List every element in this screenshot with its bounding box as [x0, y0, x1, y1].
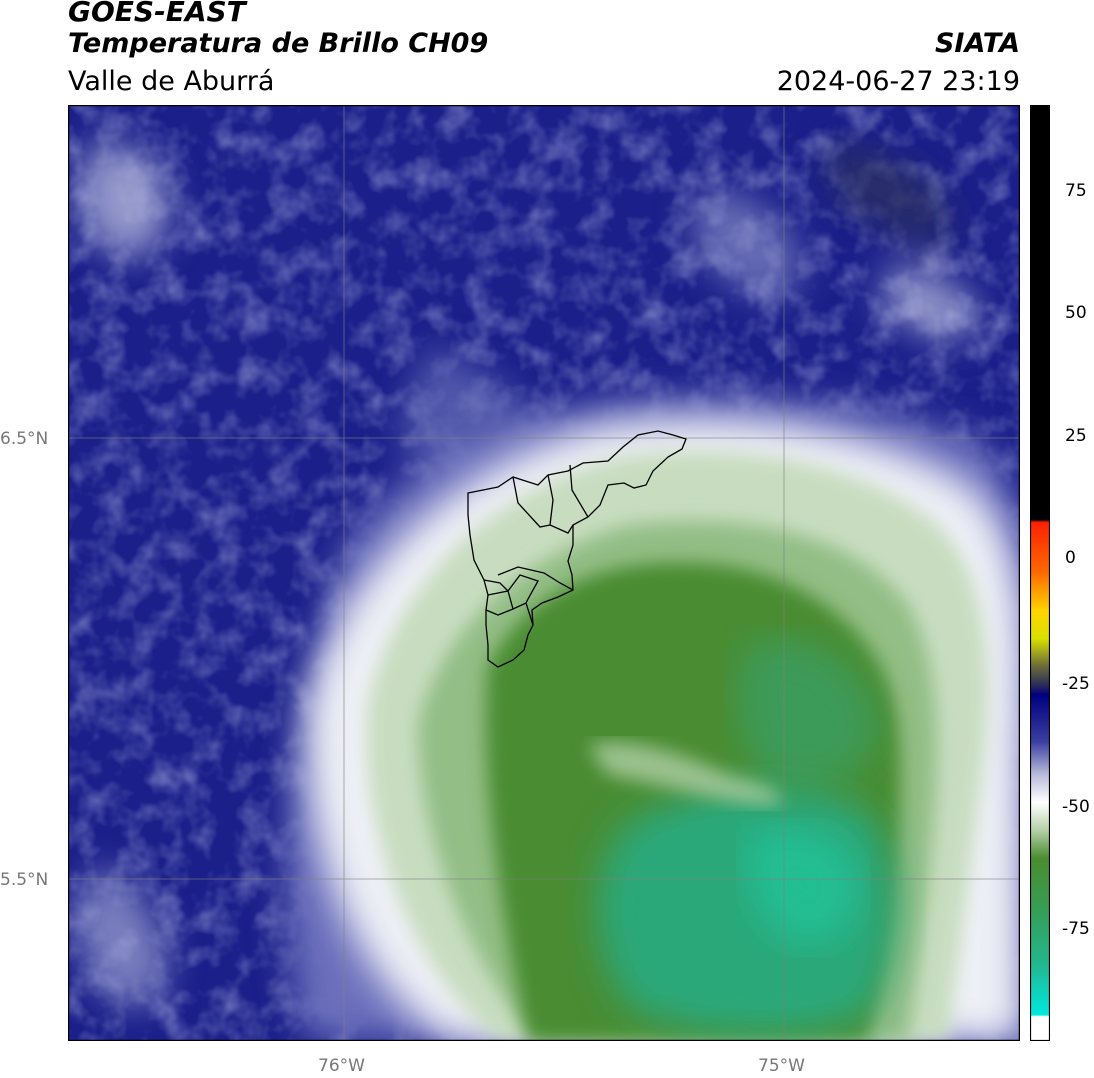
brightness-temperature-map	[68, 105, 1020, 1041]
datetime-label: 2024-06-27 23:19	[776, 66, 1020, 97]
colorbar-tick-25: 25	[1065, 426, 1087, 446]
colorbar-tick-minus75: -75	[1062, 919, 1090, 939]
temperature-colorbar	[1030, 105, 1050, 1041]
agency-label: SIATA	[934, 28, 1020, 59]
lon-label-75w: 75°W	[758, 1056, 805, 1076]
product-title: Temperatura de Brillo CH09	[68, 28, 489, 59]
region-subtitle: Valle de Aburrá	[68, 66, 275, 97]
municipality-boundaries	[467, 430, 687, 668]
lon-label-76w: 76°W	[318, 1056, 365, 1076]
colorbar-tick-minus50: -50	[1062, 797, 1090, 817]
colorbar-tick-minus25: -25	[1062, 674, 1090, 694]
colorbar-tick-0: 0	[1065, 548, 1076, 568]
lat-label-5-5: 5.5°N	[0, 870, 49, 890]
satellite-title: GOES-EAST	[68, 0, 246, 28]
colorbar-tick-75: 75	[1065, 181, 1087, 201]
colorbar-tick-50: 50	[1065, 303, 1087, 323]
lat-label-6-5: 6.5°N	[0, 429, 49, 449]
